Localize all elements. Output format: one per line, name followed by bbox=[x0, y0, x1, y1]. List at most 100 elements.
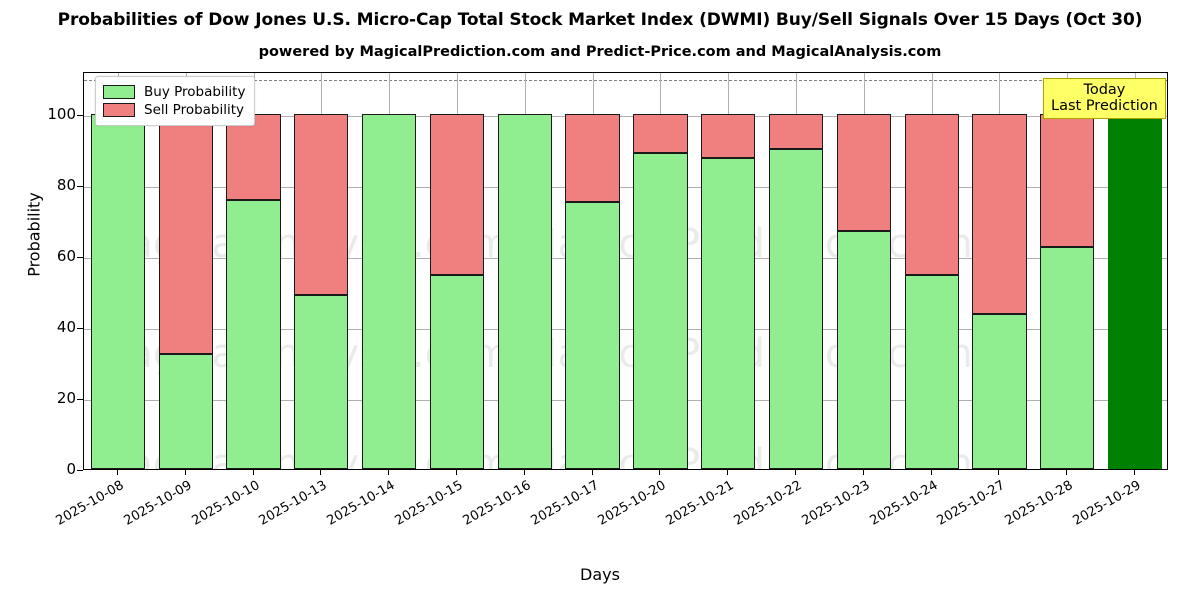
bar-segment-buy[interactable] bbox=[701, 158, 756, 469]
legend-swatch-buy bbox=[103, 85, 135, 99]
x-tick-mark bbox=[455, 470, 457, 475]
bar-segment-buy[interactable] bbox=[836, 230, 891, 469]
bar-segment-buy[interactable] bbox=[1040, 246, 1095, 469]
legend-swatch-sell bbox=[103, 103, 135, 117]
bar-segment-buy[interactable] bbox=[90, 113, 146, 469]
x-tick-mark bbox=[252, 470, 254, 475]
x-tick-label: 2025-10-22 bbox=[731, 478, 805, 529]
x-tick-label: 2025-10-10 bbox=[189, 478, 263, 529]
page-title: Probabilities of Dow Jones U.S. Micro-Ca… bbox=[57, 10, 1143, 30]
bar-2025-10-14[interactable] bbox=[362, 73, 417, 469]
bar-segment-sell[interactable] bbox=[429, 113, 485, 276]
x-tick-label: 2025-10-16 bbox=[460, 478, 534, 529]
bar-2025-10-09[interactable] bbox=[158, 73, 213, 469]
x-tick-mark bbox=[388, 470, 390, 475]
bar-segment-sell[interactable] bbox=[904, 113, 959, 275]
x-tick-mark bbox=[591, 470, 593, 475]
bar-segment-buy[interactable] bbox=[972, 313, 1027, 469]
today-annotation-line1: Today bbox=[1083, 82, 1126, 98]
x-tick-mark bbox=[862, 470, 864, 475]
bar-segment-buy[interactable] bbox=[226, 200, 281, 469]
bar-2025-10-15[interactable] bbox=[429, 73, 485, 469]
bar-segment-sell[interactable] bbox=[158, 113, 213, 354]
x-tick-label: 2025-10-24 bbox=[867, 478, 941, 529]
bar-segment-sell[interactable] bbox=[1040, 113, 1095, 247]
bar-segment-buy[interactable] bbox=[362, 113, 417, 469]
y-tick-mark bbox=[77, 470, 83, 471]
x-tick-label: 2025-10-20 bbox=[595, 478, 669, 529]
y-tick-mark bbox=[77, 185, 83, 187]
threshold-dashed-line bbox=[84, 80, 1167, 82]
bar-segment-buy[interactable] bbox=[429, 275, 485, 469]
x-tick-mark bbox=[1134, 470, 1136, 475]
grid-line-horizontal bbox=[84, 328, 1167, 330]
bar-segment-buy[interactable] bbox=[904, 274, 959, 469]
bar-2025-10-22[interactable] bbox=[768, 73, 824, 469]
bar-segment-today[interactable] bbox=[1107, 113, 1163, 469]
x-tick-label: 2025-10-15 bbox=[392, 478, 466, 529]
bar-2025-10-24[interactable] bbox=[904, 73, 959, 469]
today-annotation-line2: Last Prediction bbox=[1051, 98, 1158, 115]
x-axis-label: Days bbox=[580, 565, 620, 584]
y-tick-mark bbox=[77, 398, 83, 400]
y-tick-label: 0 bbox=[66, 460, 76, 478]
bar-segment-buy[interactable] bbox=[633, 152, 688, 469]
x-tick-mark bbox=[523, 470, 525, 475]
grid-line-horizontal bbox=[84, 399, 1167, 401]
y-tick-label: 80 bbox=[56, 175, 76, 194]
bar-segment-buy[interactable] bbox=[294, 294, 349, 469]
x-tick-label: 2025-10-27 bbox=[935, 478, 1008, 529]
x-tick-mark bbox=[116, 470, 118, 475]
bar-2025-10-28[interactable] bbox=[1040, 73, 1095, 469]
bar-segment-sell[interactable] bbox=[226, 113, 281, 200]
y-tick-mark bbox=[77, 327, 83, 329]
y-tick-mark bbox=[77, 256, 83, 258]
bar-segment-sell[interactable] bbox=[768, 113, 824, 150]
chart-legend: Buy Probability Sell Probability bbox=[95, 76, 256, 126]
bar-2025-10-27[interactable] bbox=[972, 73, 1027, 469]
bar-segment-sell[interactable] bbox=[565, 113, 620, 203]
x-tick-label: 2025-10-29 bbox=[1070, 478, 1144, 529]
bar-segment-buy[interactable] bbox=[565, 202, 620, 469]
bar-segment-sell[interactable] bbox=[294, 113, 349, 295]
plot-area: MagicalAnalysis.com MagicalPrediction.co… bbox=[83, 72, 1168, 470]
x-tick-mark bbox=[998, 470, 1000, 475]
x-tick-mark bbox=[320, 470, 322, 475]
bar-segment-buy[interactable] bbox=[158, 353, 213, 469]
x-tick-label: 2025-10-09 bbox=[121, 478, 195, 529]
bar-segment-sell[interactable] bbox=[836, 113, 891, 231]
x-tick-label: 2025-10-28 bbox=[1002, 478, 1076, 529]
legend-label-buy: Buy Probability bbox=[144, 84, 246, 100]
today-annotation: Today Last Prediction bbox=[1043, 78, 1166, 120]
x-tick-label: 2025-10-13 bbox=[256, 478, 330, 529]
x-tick-mark bbox=[727, 470, 729, 475]
bar-2025-10-13[interactable] bbox=[294, 73, 349, 469]
bar-segment-buy[interactable] bbox=[497, 113, 552, 469]
bar-2025-10-10[interactable] bbox=[226, 73, 281, 469]
chart-subtitle: powered by MagicalPrediction.com and Pre… bbox=[258, 44, 942, 60]
y-axis-label: Probability bbox=[24, 192, 44, 277]
grid-line-horizontal bbox=[84, 257, 1167, 259]
x-tick-mark bbox=[659, 470, 661, 475]
legend-item-buy: Buy Probability bbox=[103, 84, 245, 100]
y-tick-label: 40 bbox=[56, 317, 76, 336]
bar-2025-10-29[interactable] bbox=[1107, 73, 1163, 469]
bar-2025-10-21[interactable] bbox=[701, 73, 756, 469]
bar-2025-10-20[interactable] bbox=[633, 73, 688, 469]
y-tick-mark bbox=[77, 114, 83, 116]
bar-segment-sell[interactable] bbox=[701, 113, 756, 159]
x-tick-label: 2025-10-14 bbox=[324, 478, 398, 529]
x-tick-mark bbox=[184, 470, 186, 475]
x-tick-label: 2025-10-08 bbox=[53, 478, 127, 529]
x-tick-label: 2025-10-17 bbox=[528, 478, 602, 529]
bar-2025-10-08[interactable] bbox=[90, 73, 146, 469]
legend-item-sell: Sell Probability bbox=[103, 102, 245, 118]
x-tick-mark bbox=[1066, 470, 1068, 475]
bar-segment-buy[interactable] bbox=[768, 149, 824, 469]
bar-segment-sell[interactable] bbox=[633, 113, 688, 153]
bar-2025-10-16[interactable] bbox=[497, 73, 552, 469]
bar-2025-10-23[interactable] bbox=[836, 73, 891, 469]
bar-2025-10-17[interactable] bbox=[565, 73, 620, 469]
bar-segment-sell[interactable] bbox=[972, 113, 1027, 314]
